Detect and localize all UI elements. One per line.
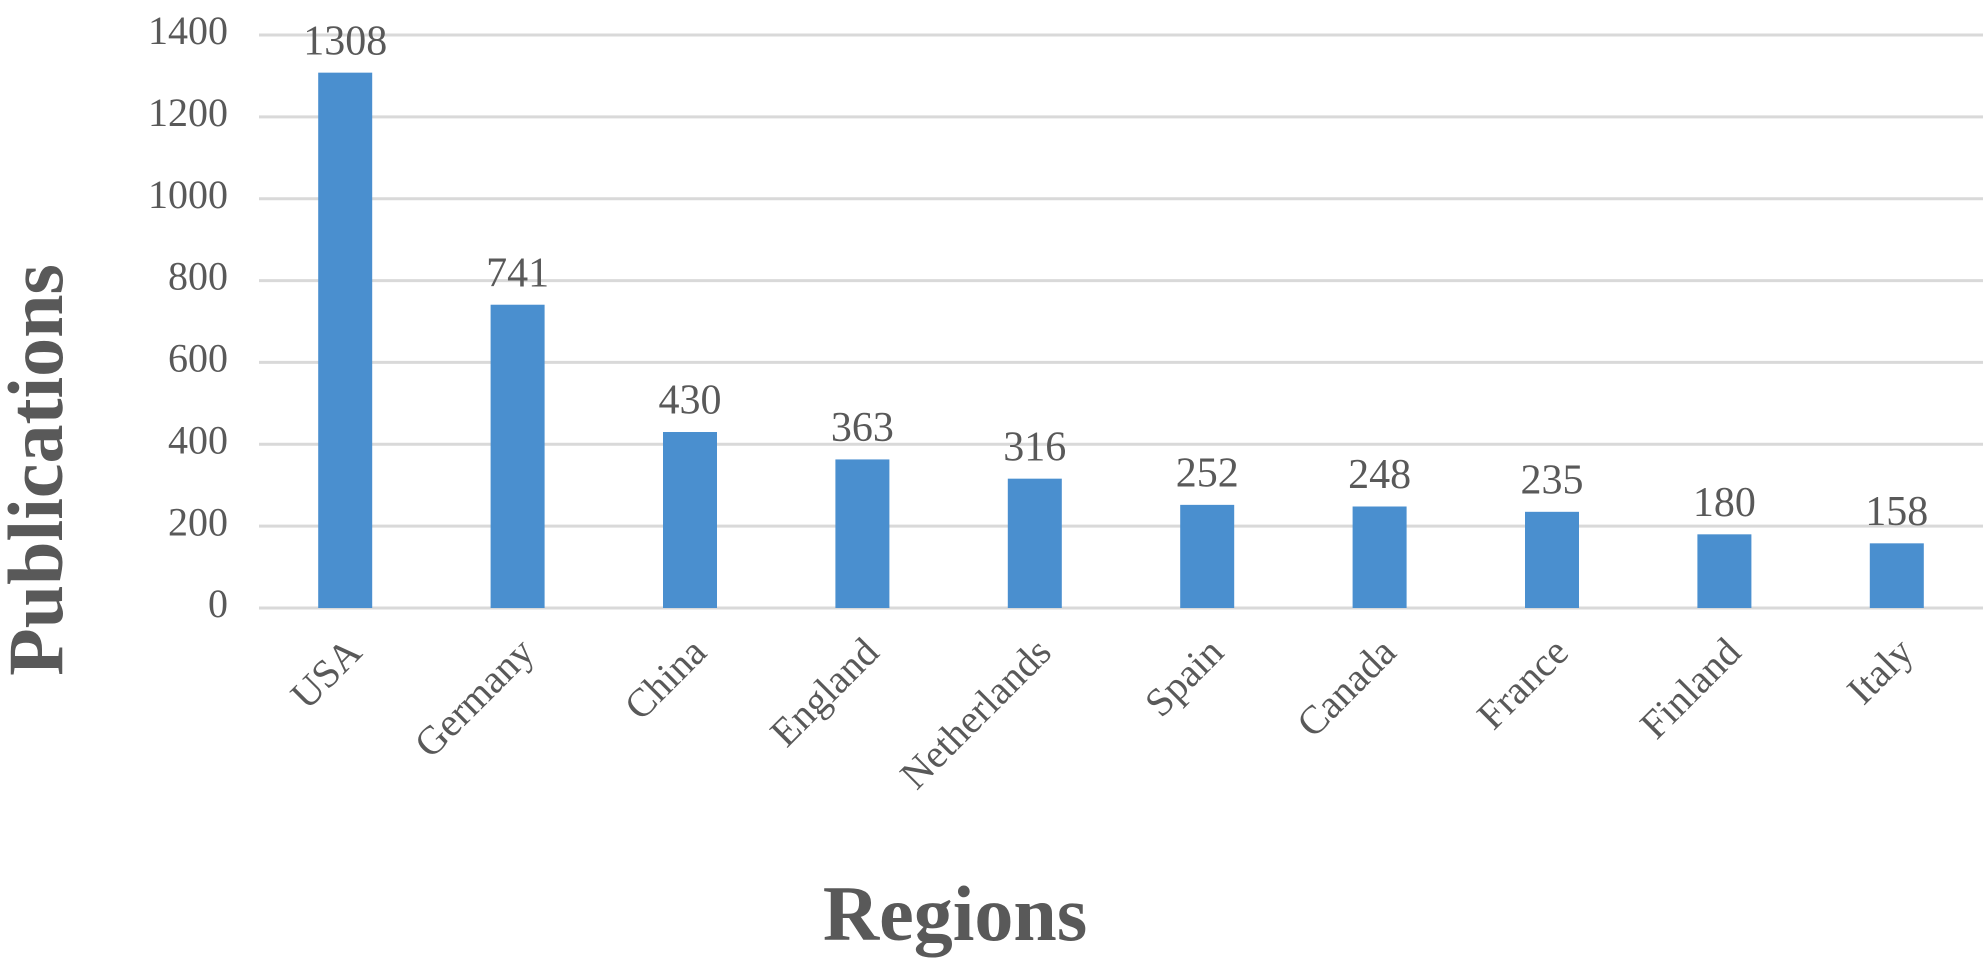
bar — [490, 304, 545, 608]
value-label: 252 — [1176, 451, 1239, 497]
x-axis-title: Regions — [823, 870, 1087, 957]
bar — [1352, 506, 1407, 608]
y-tick-label: 1200 — [148, 90, 228, 135]
value-label: 248 — [1348, 452, 1411, 498]
value-label: 1308 — [303, 18, 387, 64]
x-tick-label: Canada — [1288, 629, 1405, 746]
bar — [835, 459, 890, 608]
x-tick-label: Germany — [405, 629, 542, 766]
y-tick-label: 1000 — [148, 172, 228, 217]
x-tick-label: France — [1468, 629, 1577, 738]
bar — [1697, 534, 1752, 608]
y-axis-title: Publications — [0, 264, 79, 676]
x-tick-label: Netherlands — [891, 629, 1059, 797]
value-label: 363 — [831, 405, 894, 451]
value-label: 430 — [659, 378, 722, 424]
value-label: 316 — [1003, 424, 1066, 470]
y-tick-label: 200 — [168, 499, 228, 544]
y-tick-label: 1400 — [148, 8, 228, 53]
value-label: 158 — [1865, 489, 1928, 535]
bar — [318, 72, 373, 608]
bar — [663, 432, 717, 608]
x-tick-label: USA — [282, 629, 370, 717]
y-tick-label: 800 — [168, 254, 228, 299]
bar — [1007, 478, 1062, 608]
value-label: 235 — [1521, 457, 1584, 503]
y-tick-label: 0 — [208, 581, 228, 626]
x-tick-label: Finland — [1631, 629, 1749, 747]
x-tick-label: England — [761, 629, 887, 755]
y-tick-label: 600 — [168, 336, 228, 381]
bar — [1180, 504, 1235, 608]
value-label: 741 — [486, 250, 549, 296]
bar — [1525, 511, 1579, 608]
x-tick-label: Italy — [1838, 629, 1922, 713]
x-tick-label: Spain — [1136, 629, 1232, 725]
x-tick-label: China — [615, 629, 715, 729]
bar — [1869, 543, 1924, 608]
value-label: 180 — [1693, 480, 1756, 526]
y-tick-label: 400 — [168, 417, 228, 462]
